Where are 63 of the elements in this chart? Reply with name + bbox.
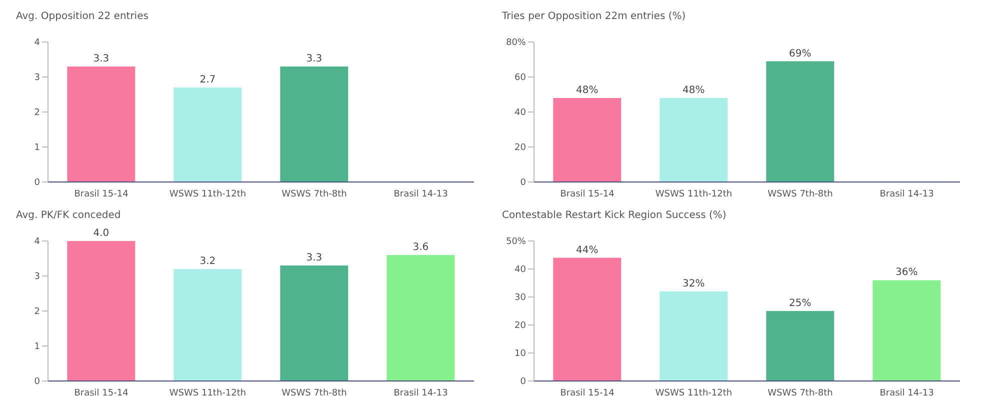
data-label: 69% — [789, 48, 812, 60]
y-tick-label: 40 — [514, 265, 526, 276]
chart-title: Avg. Opposition 22 entries — [15, 10, 150, 24]
y-tick-label: 2 — [34, 307, 40, 318]
y-tick-label: 1 — [34, 143, 40, 154]
y-tick-label: 40 — [514, 108, 526, 118]
x-tick-label: Brasil 15-14 — [74, 388, 129, 398]
x-tick-label: WSWS 11th-12th — [169, 189, 246, 200]
bar — [386, 255, 455, 381]
y-tick-label: 20 — [514, 321, 526, 332]
data-label: 44% — [576, 244, 598, 256]
y-tick-label: 30 — [514, 293, 526, 304]
x-tick-label: WSWS 7th-8th — [282, 388, 347, 398]
y-tick-label: 10 — [514, 349, 526, 360]
data-label: 3.2 — [200, 256, 216, 267]
data-label: 48% — [682, 85, 705, 96]
chart-title: Contestable Restart Kick Region Success (%) — [501, 209, 728, 223]
data-label: 32% — [682, 278, 705, 290]
y-tick-label: 0 — [34, 377, 40, 388]
x-tick-label: Brasil 14-13 — [880, 189, 934, 200]
bar — [766, 311, 834, 381]
y-tick-label: 3 — [34, 272, 40, 282]
data-label: 36% — [896, 267, 918, 278]
x-tick-label: WSWS 11th-12th — [655, 388, 732, 398]
x-tick-label: Brasil 14-13 — [394, 189, 448, 200]
bar — [174, 269, 242, 381]
y-tick-label: 20 — [514, 143, 526, 154]
bar — [872, 280, 941, 381]
y-tick-label: 3 — [34, 73, 40, 84]
data-label: 3.6 — [412, 242, 429, 253]
y-tick-label: 4 — [34, 38, 40, 48]
y-tick-label: 0 — [520, 178, 526, 188]
x-tick-label: Brasil 15-14 — [560, 388, 615, 398]
data-label: 25% — [789, 298, 812, 309]
data-label: 3.3 — [306, 252, 322, 264]
x-tick-label: WSWS 7th-8th — [282, 189, 347, 200]
data-label: 3.3 — [306, 54, 322, 64]
y-tick-label: 1 — [34, 342, 40, 352]
x-tick-label: Brasil 14-13 — [880, 388, 934, 398]
bar — [660, 291, 728, 381]
x-tick-label: WSWS 11th-12th — [169, 388, 246, 398]
data-label: 4.0 — [93, 228, 110, 239]
y-tick-label: 60 — [514, 73, 526, 84]
bar — [280, 266, 348, 381]
y-tick-label: 0 — [520, 377, 526, 388]
y-tick-label: 2 — [34, 108, 40, 118]
chart-title: Avg. PK/FK conceded — [15, 209, 122, 223]
x-tick-label: Brasil 15-14 — [560, 189, 615, 200]
bar — [67, 241, 136, 381]
y-tick-label: 80% — [506, 38, 526, 48]
bar — [553, 258, 622, 381]
x-tick-label: Brasil 14-13 — [394, 388, 448, 398]
chart-title: Tries per Opposition 22m entries (%) — [501, 10, 687, 24]
x-tick-label: WSWS 11th-12th — [655, 189, 732, 200]
x-tick-label: Brasil 15-14 — [74, 189, 129, 200]
y-tick-label: 50% — [506, 237, 526, 248]
data-label: 2.7 — [200, 74, 216, 86]
y-tick-label: 4 — [34, 237, 40, 248]
data-label: 3.3 — [93, 54, 110, 64]
y-tick-label: 0 — [34, 178, 40, 188]
x-tick-label: WSWS 7th-8th — [768, 189, 833, 200]
data-label: 48% — [576, 85, 598, 96]
x-tick-label: WSWS 7th-8th — [768, 388, 833, 398]
